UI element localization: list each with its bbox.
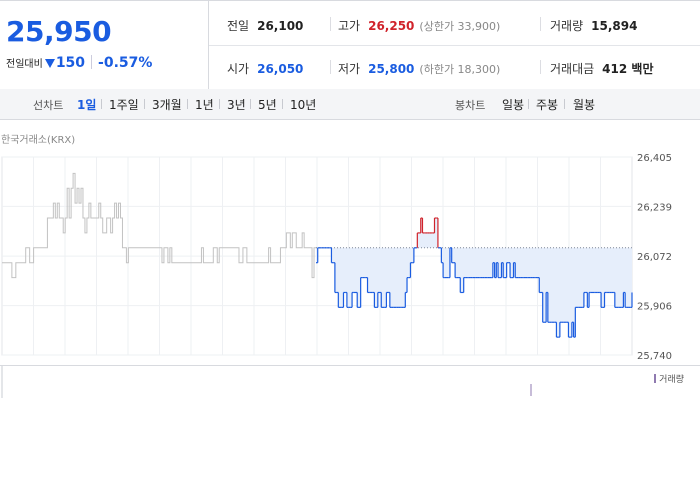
stat-label: 거래대금 <box>550 62 595 76</box>
y-tick-label: 25,740 <box>637 351 672 362</box>
price-box: 25,950 전일대비 150 -0.57% <box>0 1 209 89</box>
stat-value: 26,050 <box>257 62 304 76</box>
down-triangle-icon <box>44 59 55 68</box>
stat-value: 26,100 <box>257 19 304 33</box>
upper-limit: (상한가 33,900) <box>419 20 501 33</box>
stat-high: 고가 26,250 (상한가 33,900) <box>338 17 500 34</box>
stat-label: 거래량 <box>550 19 584 33</box>
volume-chart-svg <box>1 366 532 398</box>
stat-trade-value: 거래대금 412 백만 <box>550 60 653 77</box>
stat-label: 저가 <box>338 62 361 76</box>
range-1d[interactable]: 1일 <box>77 98 97 112</box>
stat-label: 고가 <box>338 19 361 33</box>
toolbar-divider <box>282 99 283 109</box>
volume-legend: 거래량 <box>654 372 684 385</box>
y-tick-label: 26,072 <box>637 252 672 263</box>
stat-divider <box>540 17 541 31</box>
history-price-line <box>2 172 316 279</box>
stat-divider <box>540 60 541 74</box>
line-chart-label: 선차트 <box>33 99 64 112</box>
y-tick-label: 26,239 <box>637 202 672 213</box>
stats-row-divider <box>209 45 700 46</box>
volume-chart <box>0 365 700 398</box>
range-3m[interactable]: 3개월 <box>152 98 182 112</box>
stat-volume: 거래량 15,894 <box>550 17 637 34</box>
range-10y[interactable]: 10년 <box>290 98 317 112</box>
stat-label: 전일 <box>227 19 250 33</box>
range-3y[interactable]: 3년 <box>227 98 246 112</box>
stat-value: 26,250 <box>368 19 415 33</box>
stat-low: 저가 25,800 (하한가 18,300) <box>338 60 500 77</box>
stat-divider <box>330 17 331 31</box>
change-amount: 150 <box>55 55 86 71</box>
market-label: 한국거래소(KRX) <box>1 135 76 146</box>
volume-legend-label: 거래량 <box>659 375 684 385</box>
price-change: 전일대비 150 -0.57% <box>6 55 152 71</box>
toolbar-divider <box>564 99 565 109</box>
toolbar-divider <box>219 99 220 109</box>
range-1y[interactable]: 1년 <box>195 98 214 112</box>
toolbar-divider <box>250 99 251 109</box>
candle-monthly[interactable]: 월봉 <box>573 98 596 112</box>
change-divider <box>91 55 93 69</box>
stat-open: 시가 26,050 <box>227 60 303 77</box>
lower-limit: (하한가 18,300) <box>419 63 501 76</box>
y-tick-label: 26,405 <box>637 153 672 164</box>
toolbar-divider <box>528 99 529 109</box>
toolbar-divider <box>187 99 188 109</box>
chart-toolbar: 선차트 1일 1주일 3개월 1년 3년 5년 10년 봉차트 일봉 주봉 월봉 <box>0 89 700 120</box>
candle-chart-label: 봉차트 <box>455 99 486 112</box>
toolbar-divider <box>144 99 145 109</box>
stat-divider <box>330 60 331 74</box>
stock-summary: 25,950 전일대비 150 -0.57% 전일 26,100 고가 26,250 (상… <box>0 0 700 90</box>
stat-label: 시가 <box>227 62 250 76</box>
candle-daily[interactable]: 일봉 <box>502 98 525 112</box>
y-tick-label: 25,906 <box>637 302 672 313</box>
stat-value: 25,800 <box>368 62 415 76</box>
toolbar-divider <box>101 99 102 109</box>
range-1w[interactable]: 1주일 <box>109 98 139 112</box>
range-5y[interactable]: 5년 <box>258 98 277 112</box>
change-label: 전일대비 <box>6 59 43 70</box>
change-percent: -0.57% <box>98 55 153 71</box>
current-price: 25,950 <box>6 15 112 48</box>
candle-weekly[interactable]: 주봉 <box>536 98 559 112</box>
stat-prev-close: 전일 26,100 <box>227 17 303 34</box>
volume-legend-swatch <box>654 374 657 383</box>
stat-value: 15,894 <box>591 19 638 33</box>
stat-value: 412 백만 <box>602 62 654 76</box>
price-chart[interactable]: 26,405 26,239 26,072 25,906 25,740 <box>0 150 700 365</box>
price-chart-svg: 26,405 26,239 26,072 25,906 25,740 <box>1 153 672 362</box>
